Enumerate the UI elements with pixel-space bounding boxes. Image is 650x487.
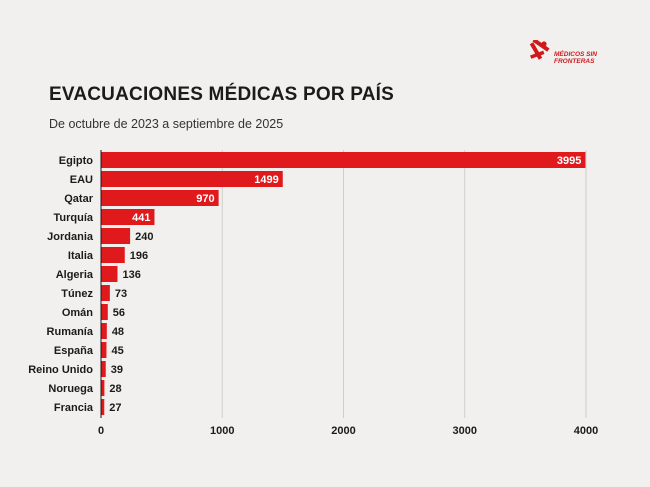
category-label: Turquía [53, 212, 93, 224]
category-label: Egipto [59, 155, 93, 167]
page-title: EVACUACIONES MÉDICAS POR PAÍS [49, 84, 395, 105]
bar [101, 152, 586, 168]
value-label: 73 [115, 288, 127, 300]
category-label: Noruega [48, 383, 94, 395]
bar [101, 247, 125, 263]
bar [101, 266, 118, 282]
value-label: 39 [111, 364, 123, 376]
bar [101, 323, 107, 339]
value-label: 27 [109, 402, 121, 414]
bar [101, 342, 107, 358]
value-label: 1499 [254, 174, 278, 186]
logo-text: MÉDICOS SIN FRONTERAS [554, 51, 597, 65]
value-label: 56 [113, 307, 125, 319]
x-tick-label: 1000 [210, 425, 234, 437]
value-label: 45 [111, 345, 123, 357]
bar [101, 361, 106, 377]
bar [101, 171, 283, 187]
page-subtitle: De octubre de 2023 a septiembre de 2025 [49, 117, 284, 131]
category-label: Reino Unido [28, 364, 93, 376]
category-label: Algeria [56, 269, 94, 281]
bar [101, 304, 108, 320]
x-tick-label: 4000 [574, 425, 598, 437]
value-label: 136 [122, 269, 140, 281]
value-label: 48 [112, 326, 124, 338]
category-label: EAU [70, 174, 93, 186]
value-label: 441 [132, 212, 150, 224]
category-label: Rumanía [47, 326, 94, 338]
category-label: Jordania [47, 231, 94, 243]
bar [101, 228, 131, 244]
value-label: 970 [196, 193, 214, 205]
category-label: Túnez [61, 288, 93, 300]
bar [101, 285, 110, 301]
value-label: 3995 [557, 155, 581, 167]
x-tick-label: 3000 [453, 425, 477, 437]
bar [101, 380, 105, 396]
category-label: Qatar [64, 193, 93, 205]
x-tick-label: 2000 [331, 425, 355, 437]
category-label: Francia [54, 402, 94, 414]
value-label: 240 [135, 231, 153, 243]
value-label: 196 [130, 250, 148, 262]
x-tick-label: 0 [98, 425, 104, 437]
category-label: Omán [62, 307, 93, 319]
category-label: España [54, 345, 94, 357]
bar [101, 190, 219, 206]
bar [101, 399, 105, 415]
category-label: Italia [68, 250, 94, 262]
bar [101, 209, 155, 225]
value-label: 28 [109, 383, 121, 395]
msf-logo-icon [529, 40, 550, 60]
